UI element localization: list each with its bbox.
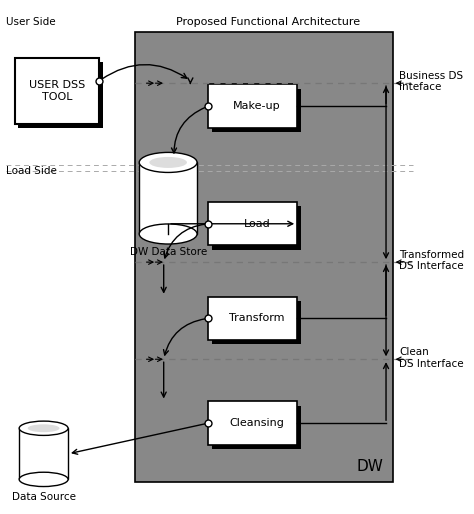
Ellipse shape: [149, 157, 187, 168]
Ellipse shape: [19, 421, 68, 435]
Text: Proposed Functional Architecture: Proposed Functional Architecture: [176, 17, 360, 27]
Text: Business DS
Inteface: Business DS Inteface: [400, 71, 464, 93]
Text: Transform: Transform: [229, 314, 285, 323]
Text: Load: Load: [244, 219, 271, 229]
Text: Transformed
DS Interface: Transformed DS Interface: [400, 250, 465, 271]
Bar: [212, 206, 301, 250]
Text: Data Source: Data Source: [12, 492, 76, 502]
Bar: [18, 62, 103, 128]
Bar: [135, 32, 392, 482]
Ellipse shape: [139, 224, 197, 244]
Text: User Side: User Side: [6, 17, 55, 27]
Bar: [208, 297, 297, 340]
Bar: [212, 88, 301, 132]
Text: Cleansing: Cleansing: [229, 418, 284, 428]
Ellipse shape: [19, 472, 68, 487]
Bar: [208, 401, 297, 445]
Text: DW Data Store: DW Data Store: [129, 247, 207, 257]
Text: Load Side: Load Side: [6, 166, 57, 176]
Text: USER DSS
TOOL: USER DSS TOOL: [29, 80, 85, 102]
Text: DW: DW: [357, 460, 384, 474]
Bar: [212, 301, 301, 344]
Bar: [15, 58, 99, 124]
Ellipse shape: [28, 425, 60, 432]
Bar: [139, 162, 197, 234]
Bar: [212, 406, 301, 449]
Ellipse shape: [139, 153, 197, 172]
Text: Clean
DS Interface: Clean DS Interface: [400, 347, 464, 369]
Bar: [208, 84, 297, 128]
Bar: [19, 428, 68, 480]
Text: Make-up: Make-up: [233, 101, 281, 111]
Bar: [208, 202, 297, 246]
